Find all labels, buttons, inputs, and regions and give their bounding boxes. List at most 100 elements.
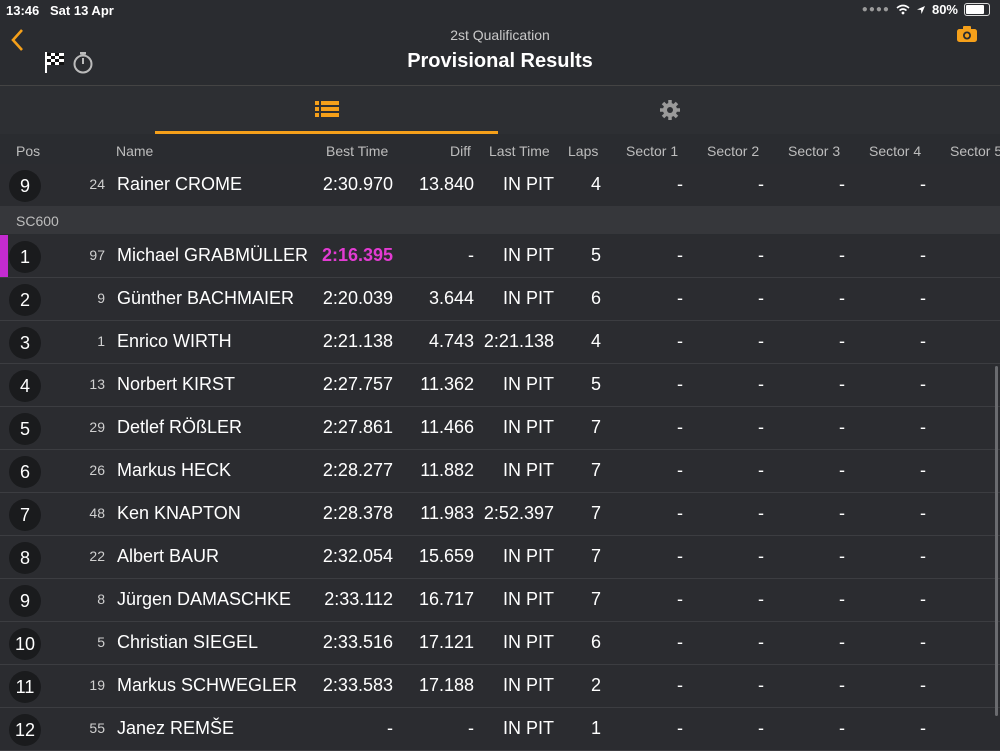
col-last-time[interactable]: Last Time bbox=[489, 143, 550, 159]
sector-1: - bbox=[677, 632, 683, 652]
sector-2: - bbox=[758, 589, 764, 609]
col-best-time[interactable]: Best Time bbox=[326, 143, 389, 159]
sector-3: - bbox=[839, 632, 845, 652]
table-row[interactable]: 8 22 Albert BAUR 2:32.054 15.659 IN PIT 7 - - - - bbox=[0, 536, 1000, 579]
gear-icon bbox=[659, 100, 680, 120]
class-label: SC600 bbox=[16, 213, 59, 229]
last-time: IN PIT bbox=[502, 718, 554, 738]
diff: 16.717 bbox=[418, 589, 474, 609]
tab-settings[interactable] bbox=[498, 86, 841, 134]
best-time: 2:20.039 bbox=[322, 288, 393, 308]
table-row[interactable]: 5 29 Detlef RÖßLER 2:27.861 11.466 IN PIT 7 - - -… bbox=[0, 407, 1000, 450]
driver-name: Albert BAUR bbox=[117, 546, 220, 566]
best-time: 2:33.516 bbox=[322, 632, 393, 652]
best-time: 2:28.277 bbox=[322, 460, 393, 480]
sector-2: - bbox=[758, 245, 764, 265]
col-sector-5[interactable]: Sector 5 bbox=[950, 143, 1000, 159]
col-diff[interactable]: Diff bbox=[450, 143, 471, 159]
table-row[interactable]: 12 55 Janez REMŠE - - IN PIT 1 - - - - bbox=[0, 708, 1000, 751]
status-date: Sat 13 Apr bbox=[50, 3, 114, 18]
sector-3: - bbox=[839, 288, 845, 308]
scrollbar[interactable] bbox=[995, 366, 998, 716]
position-badge: 6 bbox=[9, 456, 41, 488]
tab-results-list[interactable] bbox=[155, 86, 498, 134]
col-laps[interactable]: Laps bbox=[568, 143, 599, 159]
sector-1: - bbox=[677, 288, 683, 308]
sector-1: - bbox=[677, 374, 683, 394]
sector-4: - bbox=[920, 417, 926, 437]
sector-3: - bbox=[839, 331, 845, 351]
table-row[interactable]: 11 19 Markus SCHWEGLER 2:33.583 17.188 IN PIT… bbox=[0, 665, 1000, 708]
driver-name: Markus SCHWEGLER bbox=[117, 675, 298, 695]
table-row[interactable]: 3 1 Enrico WIRTH 2:21.138 4.743 2:21.138 4 - - - - bbox=[0, 321, 1000, 364]
sector-4: - bbox=[920, 718, 926, 738]
position-badge: 1 bbox=[9, 241, 41, 273]
sector-4: - bbox=[920, 589, 926, 609]
laps: 7 bbox=[590, 417, 601, 437]
car-number: 1 bbox=[97, 333, 105, 349]
sector-4: - bbox=[920, 546, 926, 566]
sector-3: - bbox=[839, 675, 845, 695]
car-number: 9 bbox=[97, 290, 105, 306]
diff: 4.743 bbox=[428, 331, 474, 351]
laps: 4 bbox=[590, 331, 601, 351]
col-pos[interactable]: Pos bbox=[16, 143, 41, 159]
sector-2: - bbox=[758, 675, 764, 695]
table-row[interactable]: 7 48 Ken KNAPTON 2:28.378 11.983 2:52.397 7 - - -… bbox=[0, 493, 1000, 536]
col-sector-2[interactable]: Sector 2 bbox=[707, 143, 760, 159]
position-badge: 11 bbox=[9, 671, 41, 703]
position-badge: 2 bbox=[9, 284, 41, 316]
last-time: IN PIT bbox=[502, 632, 554, 652]
col-sector-3[interactable]: Sector 3 bbox=[788, 143, 841, 159]
stopwatch-icon[interactable] bbox=[72, 50, 94, 79]
page-title: Provisional Results bbox=[407, 50, 593, 72]
sector-3: - bbox=[839, 374, 845, 394]
position-badge: 8 bbox=[9, 542, 41, 574]
sector-1: - bbox=[677, 503, 683, 523]
table-row[interactable]: 9 8 Jürgen DAMASCHKE 2:33.112 16.717 IN PIT 7 -… bbox=[0, 579, 1000, 622]
laps: 1 bbox=[590, 718, 601, 738]
camera-button[interactable] bbox=[956, 25, 978, 48]
col-sector-1[interactable]: Sector 1 bbox=[626, 143, 679, 159]
table-row[interactable]: 1 97 Michael GRABMÜLLER 2:16.395 - IN PIT 5 - - -… bbox=[0, 235, 1000, 278]
position-badge: 5 bbox=[9, 413, 41, 445]
battery-icon bbox=[964, 3, 990, 16]
driver-name: Ken KNAPTON bbox=[117, 503, 241, 523]
diff: - bbox=[468, 245, 474, 265]
laps: 6 bbox=[590, 632, 601, 652]
table-row[interactable]: 9 24 Rainer CROME 2:30.970 13.840 IN PIT… bbox=[0, 164, 1000, 207]
col-sector-4[interactable]: Sector 4 bbox=[869, 143, 922, 159]
driver-name: Michael GRABMÜLLER bbox=[117, 245, 309, 265]
sector-2: - bbox=[758, 718, 764, 738]
tab-bar bbox=[0, 86, 1000, 134]
best-time: 2:27.861 bbox=[322, 417, 393, 437]
table-row[interactable]: 4 13 Norbert KIRST 2:27.757 11.362 IN PIT 5 - - -… bbox=[0, 364, 1000, 407]
best-time: 2:28.378 bbox=[322, 503, 393, 523]
driver-name: Rainer CROME bbox=[117, 174, 243, 194]
status-right: ●●●● 80% bbox=[862, 2, 990, 17]
class-section-header: SC600 bbox=[0, 206, 1000, 234]
column-headers: Pos Name Best Time Diff Last Time Laps S… bbox=[0, 136, 1000, 164]
table-row[interactable]: 2 9 Günther BACHMAIER 2:20.039 3.644 IN PIT 6 -… bbox=[0, 278, 1000, 321]
session-subtitle: 2st Qualification bbox=[450, 27, 550, 43]
last-time: IN PIT bbox=[502, 288, 554, 308]
driver-name: Norbert KIRST bbox=[117, 374, 236, 394]
sector-2: - bbox=[758, 632, 764, 652]
best-time: 2:16.395 bbox=[321, 245, 393, 265]
last-time: IN PIT bbox=[502, 174, 554, 194]
checkered-flag-icon[interactable] bbox=[42, 50, 66, 79]
table-row[interactable]: 6 26 Markus HECK 2:28.277 11.882 IN PIT 7 - - - - bbox=[0, 450, 1000, 493]
sector-3: - bbox=[839, 174, 845, 194]
car-number: 19 bbox=[89, 677, 105, 693]
diff: 17.121 bbox=[418, 632, 474, 652]
col-name[interactable]: Name bbox=[116, 143, 154, 159]
back-button[interactable] bbox=[10, 28, 24, 57]
sector-1: - bbox=[677, 718, 683, 738]
laps: 5 bbox=[590, 374, 601, 394]
battery-fill bbox=[966, 5, 984, 14]
camera-icon bbox=[957, 26, 977, 42]
car-number: 29 bbox=[89, 419, 105, 435]
status-time: 13:46 bbox=[6, 3, 40, 18]
sector-1: - bbox=[677, 546, 683, 566]
table-row[interactable]: 10 5 Christian SIEGEL 2:33.516 17.121 IN PIT 6… bbox=[0, 622, 1000, 665]
